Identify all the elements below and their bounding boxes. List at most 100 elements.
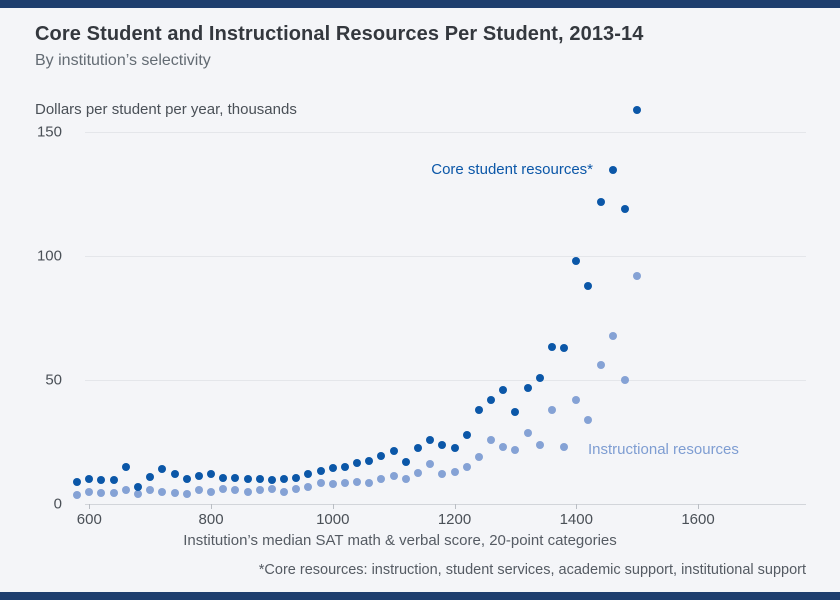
data-point — [462, 430, 471, 439]
data-point — [353, 459, 362, 468]
data-point — [231, 486, 240, 495]
data-point — [316, 466, 325, 475]
y-tick-label-0: 0 — [53, 495, 62, 513]
core-resources-series-label: Core student resources* — [431, 161, 593, 178]
data-point — [267, 485, 276, 494]
data-point — [450, 467, 459, 476]
x-tick-1400 — [576, 504, 578, 509]
x-tick-1000 — [332, 504, 334, 509]
y-gridline-50 — [85, 380, 806, 382]
data-point — [560, 343, 569, 352]
data-point — [353, 477, 362, 486]
data-point — [280, 475, 289, 484]
data-point — [499, 386, 508, 395]
data-point — [608, 165, 617, 174]
data-point — [547, 342, 556, 351]
data-point — [523, 429, 532, 438]
data-point — [158, 465, 167, 474]
data-point — [219, 473, 228, 482]
data-point — [438, 440, 447, 449]
data-point — [474, 452, 483, 461]
data-point — [584, 282, 593, 291]
data-point — [73, 477, 82, 486]
y-tick-label-50: 50 — [45, 371, 62, 389]
data-point — [146, 486, 155, 495]
data-point — [523, 383, 532, 392]
y-axis-unit-label: Dollars per student per year, thousands — [35, 101, 297, 118]
data-point — [97, 476, 106, 485]
x-tick-label-800: 800 — [198, 511, 224, 528]
data-point — [377, 451, 386, 460]
data-point — [207, 487, 216, 496]
data-point — [85, 475, 94, 484]
data-point — [133, 490, 142, 499]
data-point — [219, 485, 228, 494]
data-point — [389, 471, 398, 480]
data-point — [596, 361, 605, 370]
data-point — [401, 457, 410, 466]
data-point — [328, 464, 337, 473]
instructional-resources-series-label: Instructional resources — [588, 441, 739, 458]
x-tick-label-1600: 1600 — [681, 511, 715, 528]
data-point — [413, 444, 422, 453]
data-point — [340, 478, 349, 487]
x-axis-title: Institution’s median SAT math & verbal s… — [183, 532, 617, 549]
data-point — [535, 373, 544, 382]
data-point — [328, 480, 337, 489]
data-point — [499, 443, 508, 452]
data-point — [243, 487, 252, 496]
data-point — [304, 470, 313, 479]
data-point — [511, 445, 520, 454]
chart-title: Core Student and Instructional Resources… — [35, 23, 644, 45]
top-accent-bar — [0, 0, 840, 8]
data-point — [182, 490, 191, 499]
data-point — [413, 469, 422, 478]
data-point — [608, 331, 617, 340]
data-point — [426, 435, 435, 444]
data-point — [401, 475, 410, 484]
data-point — [231, 473, 240, 482]
data-point — [243, 475, 252, 484]
x-tick-label-1000: 1000 — [316, 511, 350, 528]
data-point — [170, 470, 179, 479]
data-point — [121, 486, 130, 495]
x-tick-1200 — [454, 504, 456, 509]
chart-subtitle: By institution’s selectivity — [35, 52, 211, 69]
data-point — [292, 485, 301, 494]
y-tick-label-150: 150 — [36, 123, 62, 141]
data-point — [109, 488, 118, 497]
data-point — [487, 435, 496, 444]
data-point — [340, 462, 349, 471]
data-point — [426, 460, 435, 469]
data-point — [255, 486, 264, 495]
x-tick-label-600: 600 — [76, 511, 102, 528]
x-tick-800 — [211, 504, 213, 509]
data-point — [633, 272, 642, 281]
data-point — [280, 487, 289, 496]
data-point — [584, 415, 593, 424]
data-point — [572, 395, 581, 404]
data-point — [292, 473, 301, 482]
data-point — [73, 491, 82, 500]
data-point — [182, 475, 191, 484]
data-point — [438, 470, 447, 479]
data-point — [85, 487, 94, 496]
data-point — [450, 444, 459, 453]
data-point — [365, 478, 374, 487]
y-gridline-0 — [85, 504, 806, 505]
x-tick-label-1400: 1400 — [559, 511, 593, 528]
data-point — [389, 446, 398, 455]
data-point — [620, 205, 629, 214]
data-point — [487, 395, 496, 404]
data-point — [109, 476, 118, 485]
data-point — [316, 478, 325, 487]
data-point — [267, 476, 276, 485]
data-point — [121, 462, 130, 471]
data-point — [97, 488, 106, 497]
footnote: *Core resources: instruction, student se… — [258, 562, 806, 578]
data-point — [572, 257, 581, 266]
data-point — [304, 482, 313, 491]
data-point — [535, 440, 544, 449]
data-point — [596, 197, 605, 206]
